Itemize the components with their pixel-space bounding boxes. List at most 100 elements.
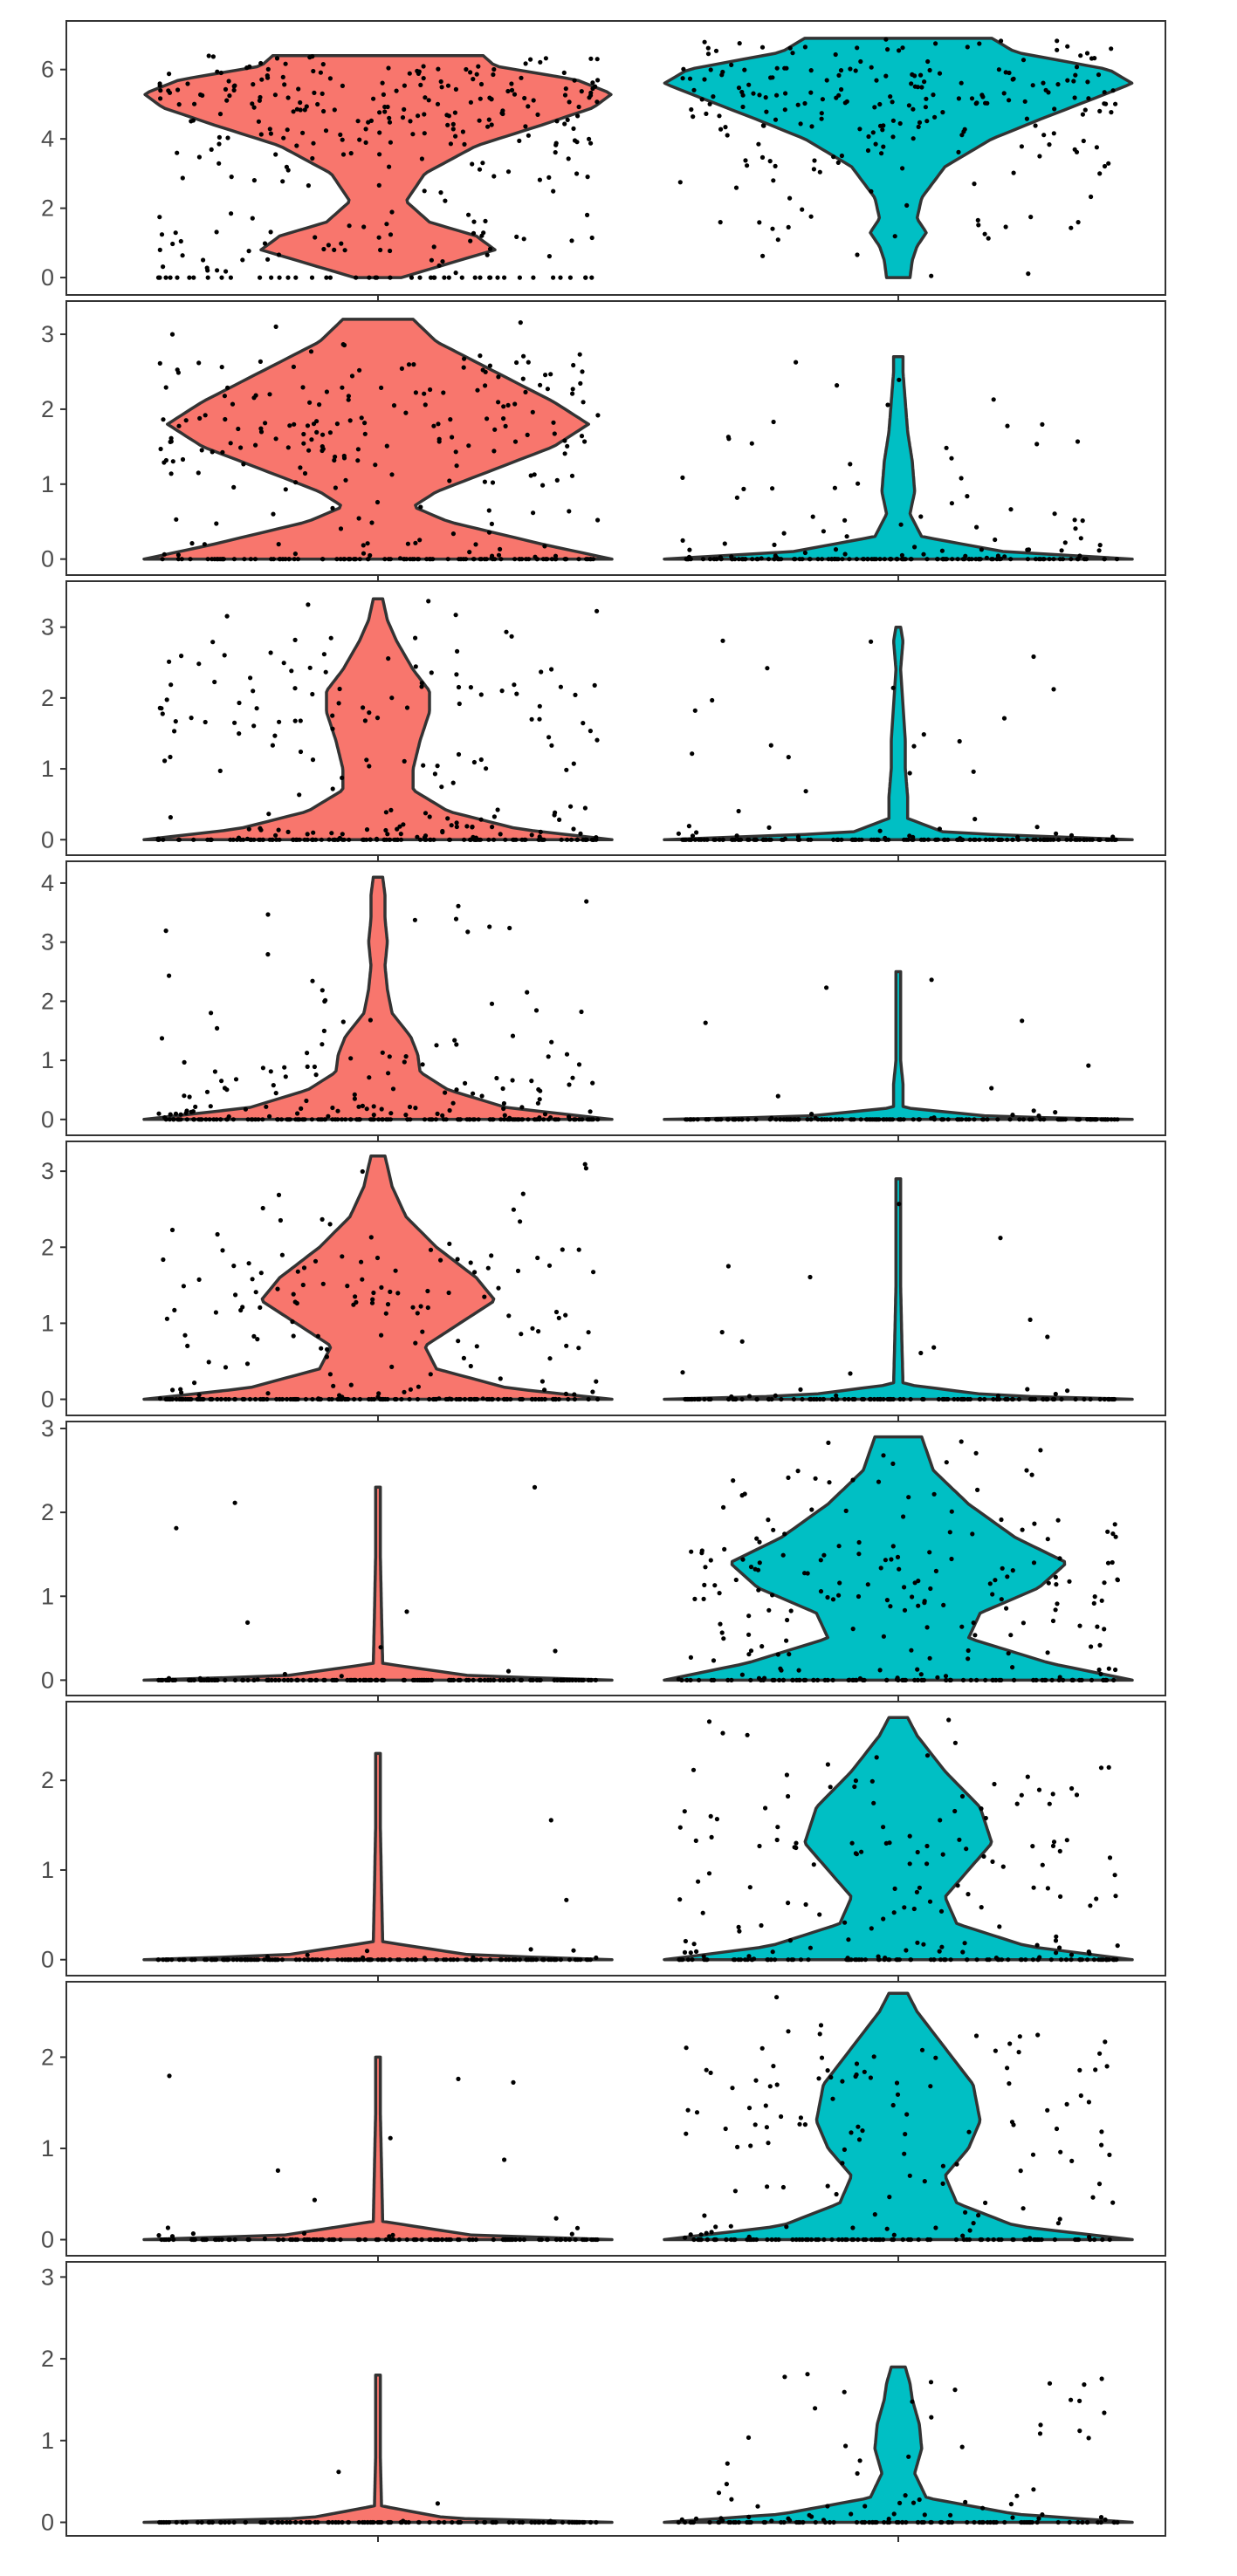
y-tick-label: 0 <box>41 2510 54 2536</box>
data-point <box>759 2045 765 2051</box>
data-point <box>189 1957 195 1963</box>
data-point <box>1096 1667 1102 1673</box>
data-point <box>798 1957 804 1963</box>
data-point <box>595 1396 601 1402</box>
data-point <box>320 432 326 437</box>
data-point <box>782 836 788 841</box>
data-point <box>244 65 250 71</box>
data-point <box>554 477 560 483</box>
data-point <box>302 107 307 113</box>
data-point <box>779 1396 784 1402</box>
data-point <box>576 1062 582 1067</box>
data-point <box>849 1117 854 1122</box>
data-point <box>1027 2519 1033 2525</box>
data-point <box>858 58 863 65</box>
data-point <box>168 815 173 820</box>
data-point <box>323 128 329 134</box>
data-point <box>472 275 478 280</box>
data-point <box>361 1957 366 1963</box>
data-point <box>447 1241 452 1246</box>
data-point <box>338 2237 343 2243</box>
y-tick-label: 0 <box>41 1947 54 1973</box>
data-point <box>770 226 775 231</box>
data-point <box>876 1954 881 1959</box>
data-point <box>729 2237 734 2243</box>
data-point <box>356 1104 361 1109</box>
data-point <box>856 1552 862 1557</box>
data-point <box>218 2519 223 2525</box>
data-point <box>713 48 719 53</box>
data-point <box>1105 1529 1110 1534</box>
data-point <box>919 85 924 90</box>
data-point <box>842 2147 848 2152</box>
data-point <box>959 476 964 481</box>
data-point <box>871 2054 876 2059</box>
data-point <box>182 1059 187 1065</box>
data-point <box>210 640 216 645</box>
data-point <box>711 837 717 842</box>
data-point <box>512 682 517 688</box>
data-point <box>236 426 241 432</box>
data-point <box>293 1957 299 1963</box>
data-point <box>248 557 253 562</box>
data-point <box>413 540 418 545</box>
data-point <box>535 1100 541 1106</box>
data-point <box>969 96 975 101</box>
data-point <box>524 557 529 562</box>
data-point <box>436 1396 442 1401</box>
data-point <box>595 413 601 418</box>
data-point <box>567 275 574 280</box>
data-point <box>773 117 779 122</box>
data-point <box>546 1263 553 1268</box>
data-point <box>416 113 421 119</box>
data-point <box>790 51 795 56</box>
data-point <box>1018 2168 1023 2174</box>
data-point <box>1089 56 1095 61</box>
data-point <box>915 2519 920 2525</box>
data-point <box>906 103 911 108</box>
data-point <box>924 96 929 101</box>
data-point <box>983 2200 988 2205</box>
data-point <box>258 60 264 66</box>
data-point <box>310 837 315 842</box>
data-point <box>435 1111 440 1116</box>
y-tick-label: 2 <box>41 1499 54 1525</box>
data-point <box>1085 79 1090 85</box>
data-point <box>179 557 184 562</box>
data-point <box>505 1668 512 1674</box>
data-point <box>1030 83 1035 88</box>
data-point <box>517 1957 523 1963</box>
data-point <box>991 1396 996 1402</box>
data-point <box>461 365 466 370</box>
data-point <box>265 912 271 917</box>
data-point <box>438 1257 443 1263</box>
data-point <box>928 1586 933 1592</box>
data-point <box>774 92 780 98</box>
data-point <box>694 2110 700 2115</box>
data-point <box>354 275 359 280</box>
data-point <box>944 1460 949 1465</box>
data-point <box>964 1846 969 1852</box>
data-point <box>450 2519 455 2525</box>
data-point <box>453 134 458 139</box>
data-point <box>473 835 479 840</box>
data-point <box>856 481 861 486</box>
data-point <box>454 463 459 469</box>
data-point <box>252 557 258 562</box>
data-point <box>588 140 594 146</box>
data-point <box>526 360 531 365</box>
data-point <box>1057 1945 1062 1950</box>
data-point <box>425 1305 430 1311</box>
data-point <box>1029 1117 1034 1122</box>
data-point <box>995 1393 1000 1399</box>
data-point <box>897 1566 902 1572</box>
data-point <box>1031 654 1036 660</box>
data-point <box>865 557 870 562</box>
data-point <box>191 275 196 280</box>
data-point <box>840 557 845 562</box>
data-point <box>734 833 739 839</box>
data-point <box>1113 1894 1118 1899</box>
data-point <box>1015 837 1021 842</box>
data-point <box>960 2233 966 2238</box>
